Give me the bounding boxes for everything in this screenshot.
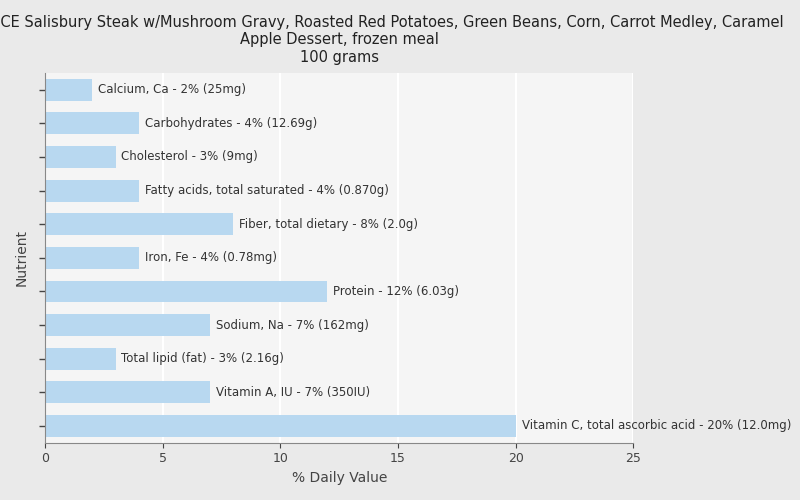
Bar <box>45 112 139 134</box>
Bar <box>45 415 516 437</box>
Text: Fiber, total dietary - 8% (2.0g): Fiber, total dietary - 8% (2.0g) <box>239 218 418 230</box>
Title: HEALTHY CHOICE Salisbury Steak w/Mushroom Gravy, Roasted Red Potatoes, Green Bea: HEALTHY CHOICE Salisbury Steak w/Mushroo… <box>0 15 784 65</box>
Text: Vitamin C, total ascorbic acid - 20% (12.0mg): Vitamin C, total ascorbic acid - 20% (12… <box>522 420 791 432</box>
Text: Protein - 12% (6.03g): Protein - 12% (6.03g) <box>334 285 459 298</box>
Bar <box>45 348 115 370</box>
Bar <box>45 79 92 100</box>
Text: Calcium, Ca - 2% (25mg): Calcium, Ca - 2% (25mg) <box>98 83 246 96</box>
Text: Iron, Fe - 4% (0.78mg): Iron, Fe - 4% (0.78mg) <box>145 252 277 264</box>
Bar <box>45 146 115 168</box>
Text: Fatty acids, total saturated - 4% (0.870g): Fatty acids, total saturated - 4% (0.870… <box>145 184 389 197</box>
Bar <box>45 280 327 302</box>
Text: Total lipid (fat) - 3% (2.16g): Total lipid (fat) - 3% (2.16g) <box>122 352 284 365</box>
Text: Carbohydrates - 4% (12.69g): Carbohydrates - 4% (12.69g) <box>145 117 318 130</box>
Bar <box>45 180 139 202</box>
Bar <box>45 382 210 403</box>
Text: Sodium, Na - 7% (162mg): Sodium, Na - 7% (162mg) <box>216 318 369 332</box>
Bar <box>45 314 210 336</box>
Bar <box>45 214 234 235</box>
Text: Vitamin A, IU - 7% (350IU): Vitamin A, IU - 7% (350IU) <box>216 386 370 399</box>
X-axis label: % Daily Value: % Daily Value <box>291 471 387 485</box>
Text: Cholesterol - 3% (9mg): Cholesterol - 3% (9mg) <box>122 150 258 164</box>
Bar <box>45 247 139 268</box>
Y-axis label: Nutrient: Nutrient <box>15 230 29 286</box>
